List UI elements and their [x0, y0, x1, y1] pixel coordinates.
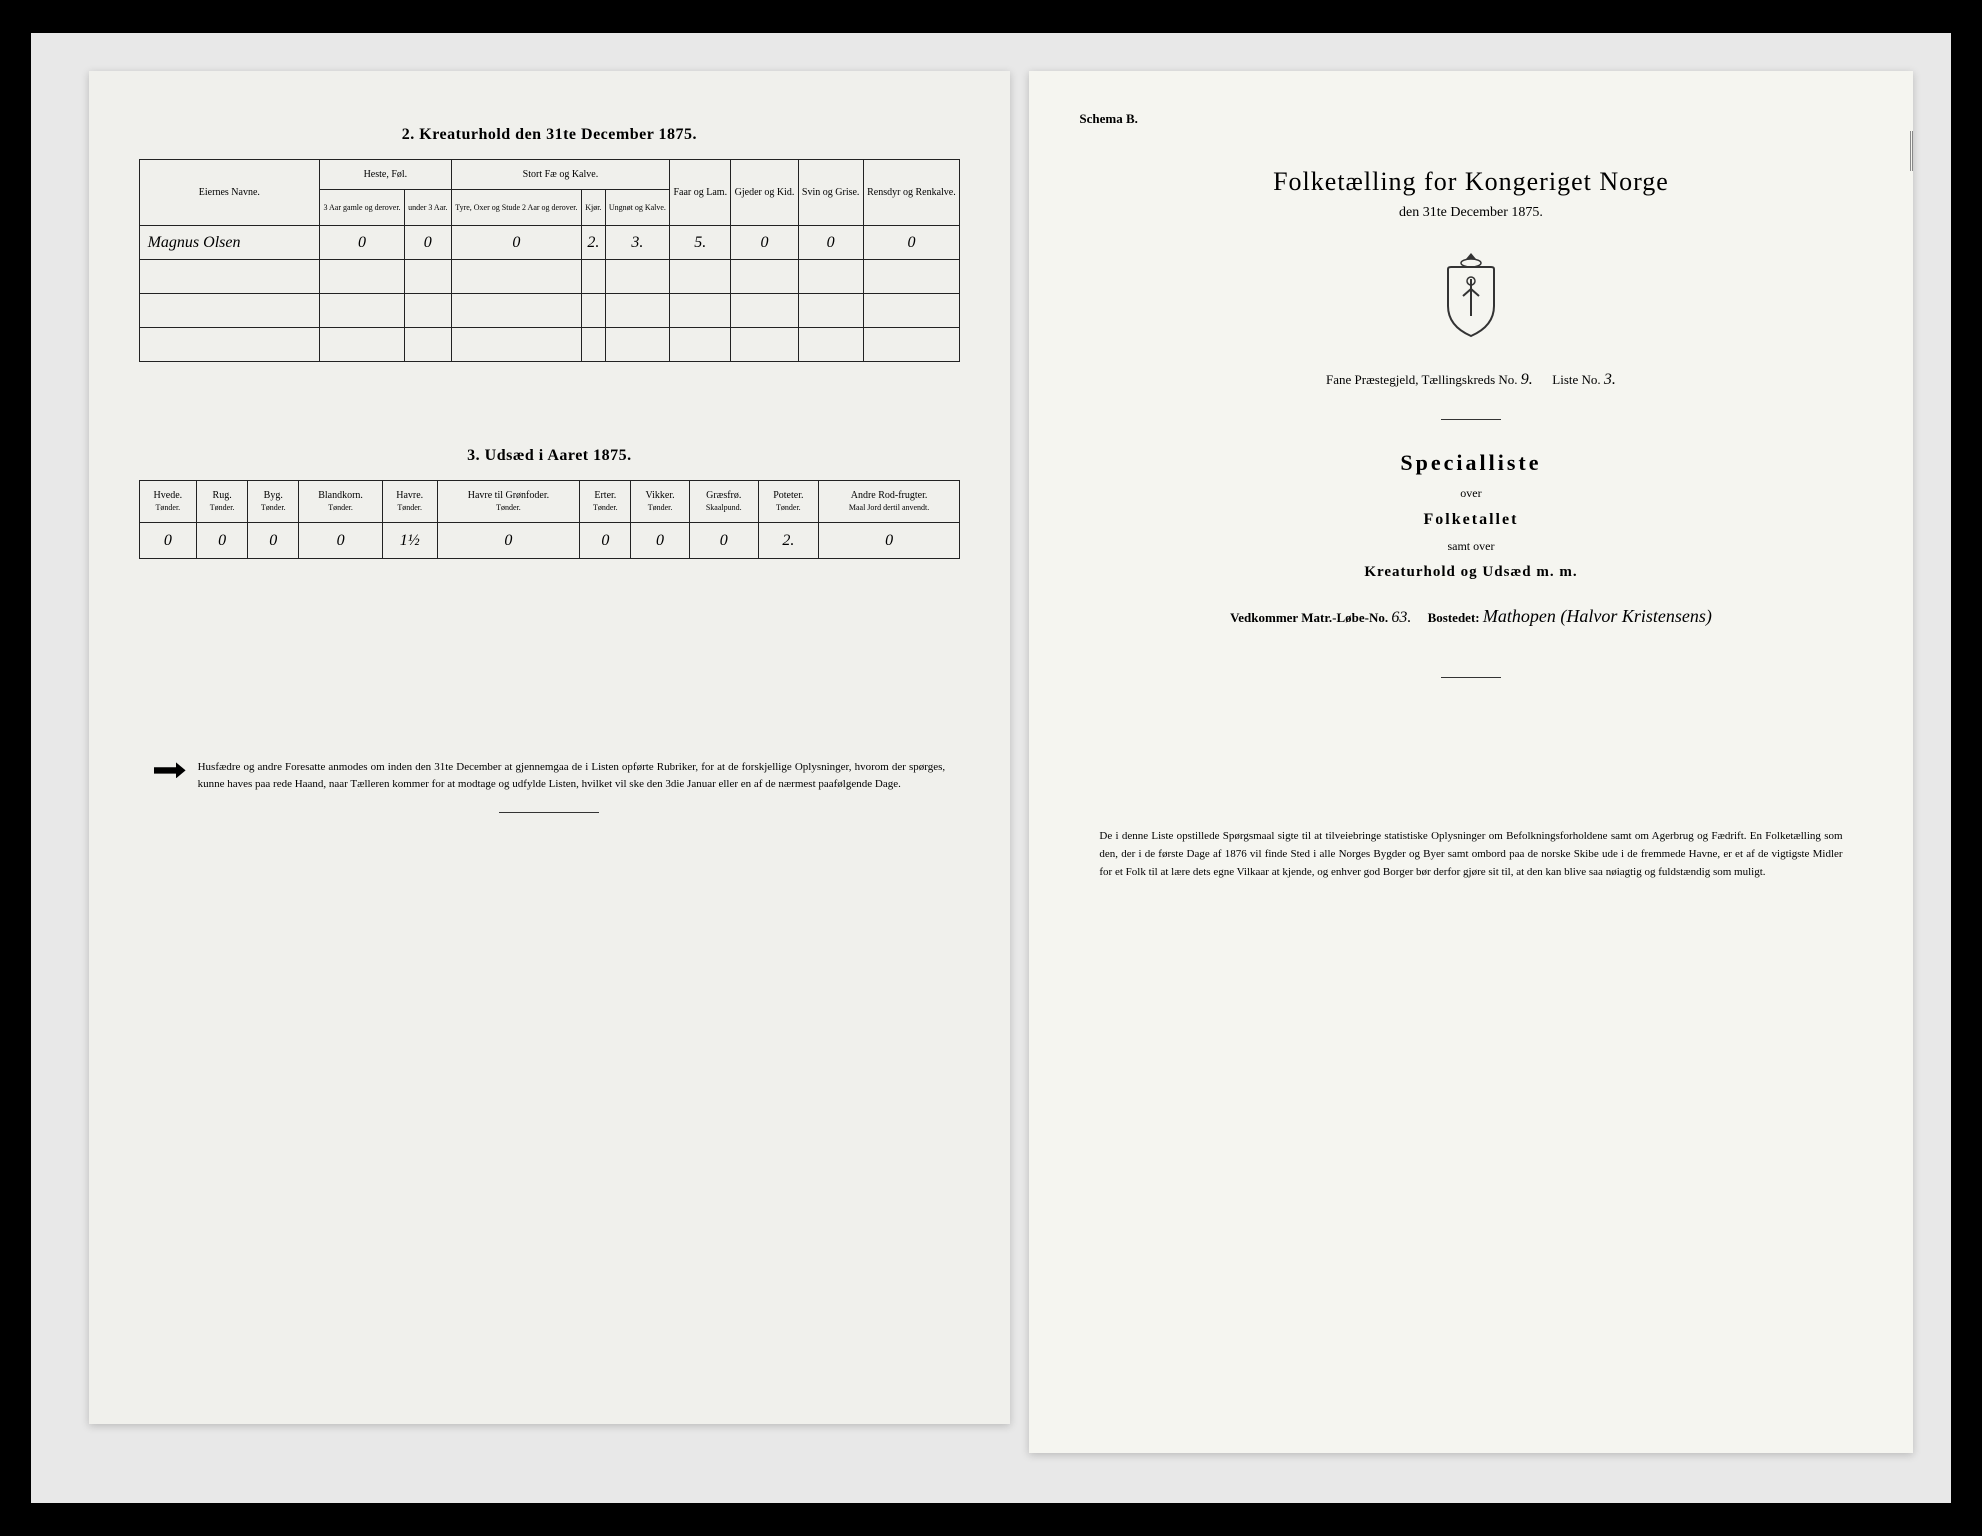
- cell-u9: 0: [689, 523, 758, 559]
- left-page: 2. Kreaturhold den 31te December 1875. E…: [89, 71, 1011, 1423]
- left-footer-note: Husfædre og andre Foresatte anmodes om i…: [139, 759, 961, 792]
- cell-v2: 0: [404, 226, 451, 260]
- col-vikker: Vikker.Tønder.: [631, 481, 689, 523]
- vedkommer-line: Vedkommer Matr.-Løbe-No. 63. Bostedet: M…: [1079, 606, 1862, 627]
- col-byg: Byg.Tønder.: [248, 481, 299, 523]
- col-erter: Erter.Tønder.: [580, 481, 631, 523]
- pointer-icon: [154, 762, 186, 778]
- page-edge-marks: [1910, 131, 1913, 171]
- cell-v8: 0: [798, 226, 863, 260]
- sub-s3: Ungnøt og Kalve.: [605, 190, 670, 226]
- bostedet-value: Mathopen (Halvor Kristensens): [1483, 606, 1712, 626]
- schema-label: Schema B.: [1079, 111, 1862, 127]
- date-subtitle: den 31te December 1875.: [1079, 205, 1862, 221]
- sub-s2: Kjør.: [582, 190, 605, 226]
- sub-s1: Tyre, Oxer og Stude 2 Aar og derover.: [451, 190, 581, 226]
- cell-u1: 0: [139, 523, 196, 559]
- cell-v4: 2.: [582, 226, 605, 260]
- samt-text: samt over: [1079, 539, 1862, 554]
- section3-title: 3. Udsæd i Aaret 1875.: [139, 447, 961, 465]
- cell-u2: 0: [197, 523, 248, 559]
- sub-h2: under 3 Aar.: [404, 190, 451, 226]
- table-row: [139, 294, 960, 328]
- footer-text: Husfædre og andre Foresatte anmodes om i…: [198, 759, 946, 792]
- cell-u7: 0: [580, 523, 631, 559]
- cell-u8: 0: [631, 523, 689, 559]
- liste-no: 3.: [1604, 371, 1616, 388]
- over-text: over: [1079, 486, 1862, 501]
- col-andre: Andre Rod-frugter.Maal Jord dertil anven…: [818, 481, 959, 523]
- col-stort: Stort Fæ og Kalve.: [451, 160, 670, 190]
- col-rug: Rug.Tønder.: [197, 481, 248, 523]
- cell-v3: 0: [451, 226, 581, 260]
- cell-name: Magnus Olsen: [139, 226, 320, 260]
- bostedet-label: Bostedet:: [1428, 610, 1480, 625]
- coat-of-arms-icon: [1436, 251, 1506, 341]
- col-graes: Græsfrø.Skaalpund.: [689, 481, 758, 523]
- district-line: Fane Præstegjeld, Tællingskreds No. 9. L…: [1079, 371, 1862, 389]
- cell-v5: 3.: [605, 226, 670, 260]
- col-bland: Blandkorn.Tønder.: [299, 481, 382, 523]
- col-havregf: Havre til Grønfoder.Tønder.: [437, 481, 580, 523]
- district-no: 9.: [1521, 371, 1533, 388]
- cell-u5: 1½: [382, 523, 437, 559]
- table-header-row: Eiernes Navne. Heste, Føl. Stort Fæ og K…: [139, 160, 960, 190]
- section2-title: 2. Kreaturhold den 31te December 1875.: [139, 126, 961, 144]
- cell-v1: 0: [320, 226, 405, 260]
- folketallet-text: Folketallet: [1079, 511, 1862, 529]
- col-eier: Eiernes Navne.: [139, 160, 320, 226]
- main-title: Folketælling for Kongeriget Norge: [1079, 167, 1862, 197]
- divider: [499, 812, 599, 813]
- col-svin: Svin og Grise.: [798, 160, 863, 226]
- table-row: [139, 328, 960, 362]
- table-row: Magnus Olsen 0 0 0 2. 3. 5. 0 0 0: [139, 226, 960, 260]
- kreatur-text: Kreaturhold og Udsæd m. m.: [1079, 564, 1862, 581]
- right-page: Schema B. Folketælling for Kongeriget No…: [1029, 71, 1912, 1453]
- col-rensdyr: Rensdyr og Renkalve.: [863, 160, 959, 226]
- kreaturhold-table: Eiernes Navne. Heste, Føl. Stort Fæ og K…: [139, 159, 961, 362]
- divider: [1441, 419, 1501, 420]
- matr-no: 63.: [1391, 609, 1411, 626]
- district-prefix: Fane Præstegjeld, Tællingskreds No.: [1326, 372, 1518, 387]
- liste-label: Liste No.: [1552, 372, 1600, 387]
- col-poteter: Poteter.Tønder.: [758, 481, 818, 523]
- specialliste-title: Specialliste: [1079, 450, 1862, 476]
- right-footer-text: De i denne Liste opstillede Spørgsmaal s…: [1079, 828, 1862, 881]
- table-header-row: Hvede.Tønder. Rug.Tønder. Byg.Tønder. Bl…: [139, 481, 960, 523]
- table-row: [139, 260, 960, 294]
- col-havre: Havre.Tønder.: [382, 481, 437, 523]
- table-row: 0 0 0 0 1½ 0 0 0 0 2. 0: [139, 523, 960, 559]
- cell-u11: 0: [818, 523, 959, 559]
- col-gjeder: Gjeder og Kid.: [731, 160, 798, 226]
- divider: [1441, 677, 1501, 678]
- col-faar: Faar og Lam.: [670, 160, 731, 226]
- scan-container: 2. Kreaturhold den 31te December 1875. E…: [31, 33, 1951, 1503]
- col-hvede: Hvede.Tønder.: [139, 481, 196, 523]
- cell-u6: 0: [437, 523, 580, 559]
- udsaed-table: Hvede.Tønder. Rug.Tønder. Byg.Tønder. Bl…: [139, 480, 961, 559]
- cell-v7: 0: [731, 226, 798, 260]
- cell-u3: 0: [248, 523, 299, 559]
- cell-v9: 0: [863, 226, 959, 260]
- sub-h1: 3 Aar gamle og derover.: [320, 190, 405, 226]
- vedkommer-label: Vedkommer Matr.-Løbe-No.: [1230, 610, 1388, 625]
- col-heste: Heste, Føl.: [320, 160, 452, 190]
- cell-u10: 2.: [758, 523, 818, 559]
- cell-u4: 0: [299, 523, 382, 559]
- cell-v6: 5.: [670, 226, 731, 260]
